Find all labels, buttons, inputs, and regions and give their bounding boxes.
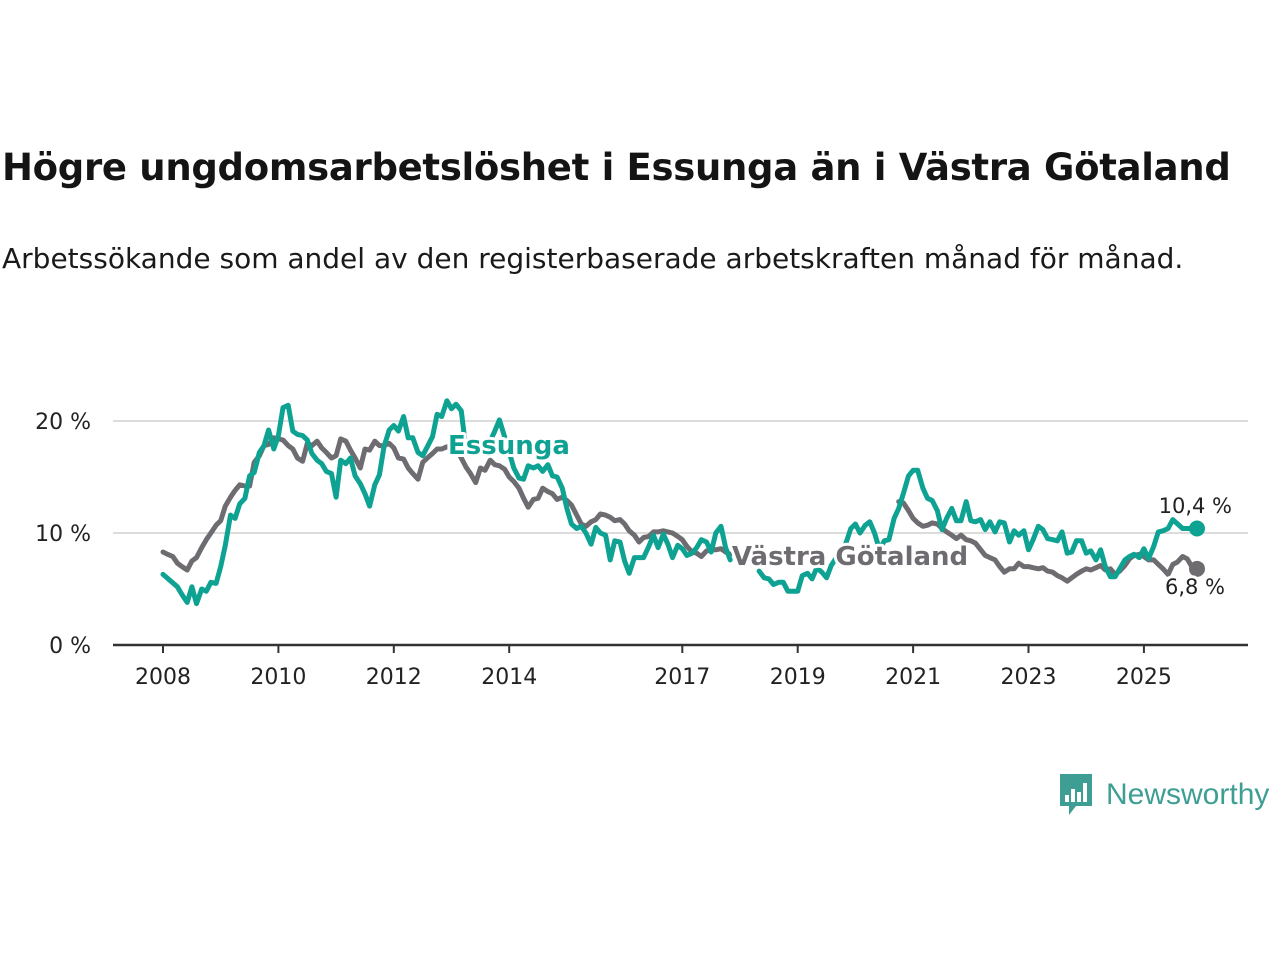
brand-name: Newsworthy xyxy=(1106,778,1270,811)
line-chart: 0 % 10 % 20 % 2008 2010 2012 2014 2017 2019 2021 2… xyxy=(35,398,1248,690)
y-tick-label: 10 % xyxy=(35,522,91,547)
y-tick-label: 20 % xyxy=(35,410,91,435)
series-line-essunga xyxy=(160,398,733,607)
x-tick-label: 2019 xyxy=(770,665,826,690)
x-tick-label: 2010 xyxy=(250,665,306,690)
end-value-essunga: 10,4 % xyxy=(1159,494,1232,518)
end-value-vastra-gotaland: 6,8 % xyxy=(1165,575,1225,599)
x-tick-label: 2008 xyxy=(135,665,191,690)
y-tick-label: 0 % xyxy=(49,634,91,659)
end-point-essunga xyxy=(1189,520,1205,537)
chart-subtitle: Arbetssökande som andel av den registerb… xyxy=(2,242,1184,275)
newsworthy-logo: Newsworthy xyxy=(1058,772,1269,818)
series-label-vastra-gotaland: Västra Götaland xyxy=(732,542,968,572)
x-tick-label: 2014 xyxy=(481,665,537,690)
x-tick-label: 2012 xyxy=(366,665,422,690)
series-line-essunga xyxy=(756,467,1200,594)
chart-title: Högre ungdomsarbetslöshet i Essunga än i… xyxy=(2,146,1231,189)
end-point-vastra-gotaland xyxy=(1189,560,1205,577)
x-tick-label: 2025 xyxy=(1116,665,1172,690)
newsworthy-icon xyxy=(1060,774,1092,815)
x-tick-label: 2021 xyxy=(885,665,941,690)
x-tick-label: 2017 xyxy=(654,665,710,690)
x-tick-label: 2023 xyxy=(1001,665,1057,690)
series-label-essunga: Essunga xyxy=(448,431,570,461)
